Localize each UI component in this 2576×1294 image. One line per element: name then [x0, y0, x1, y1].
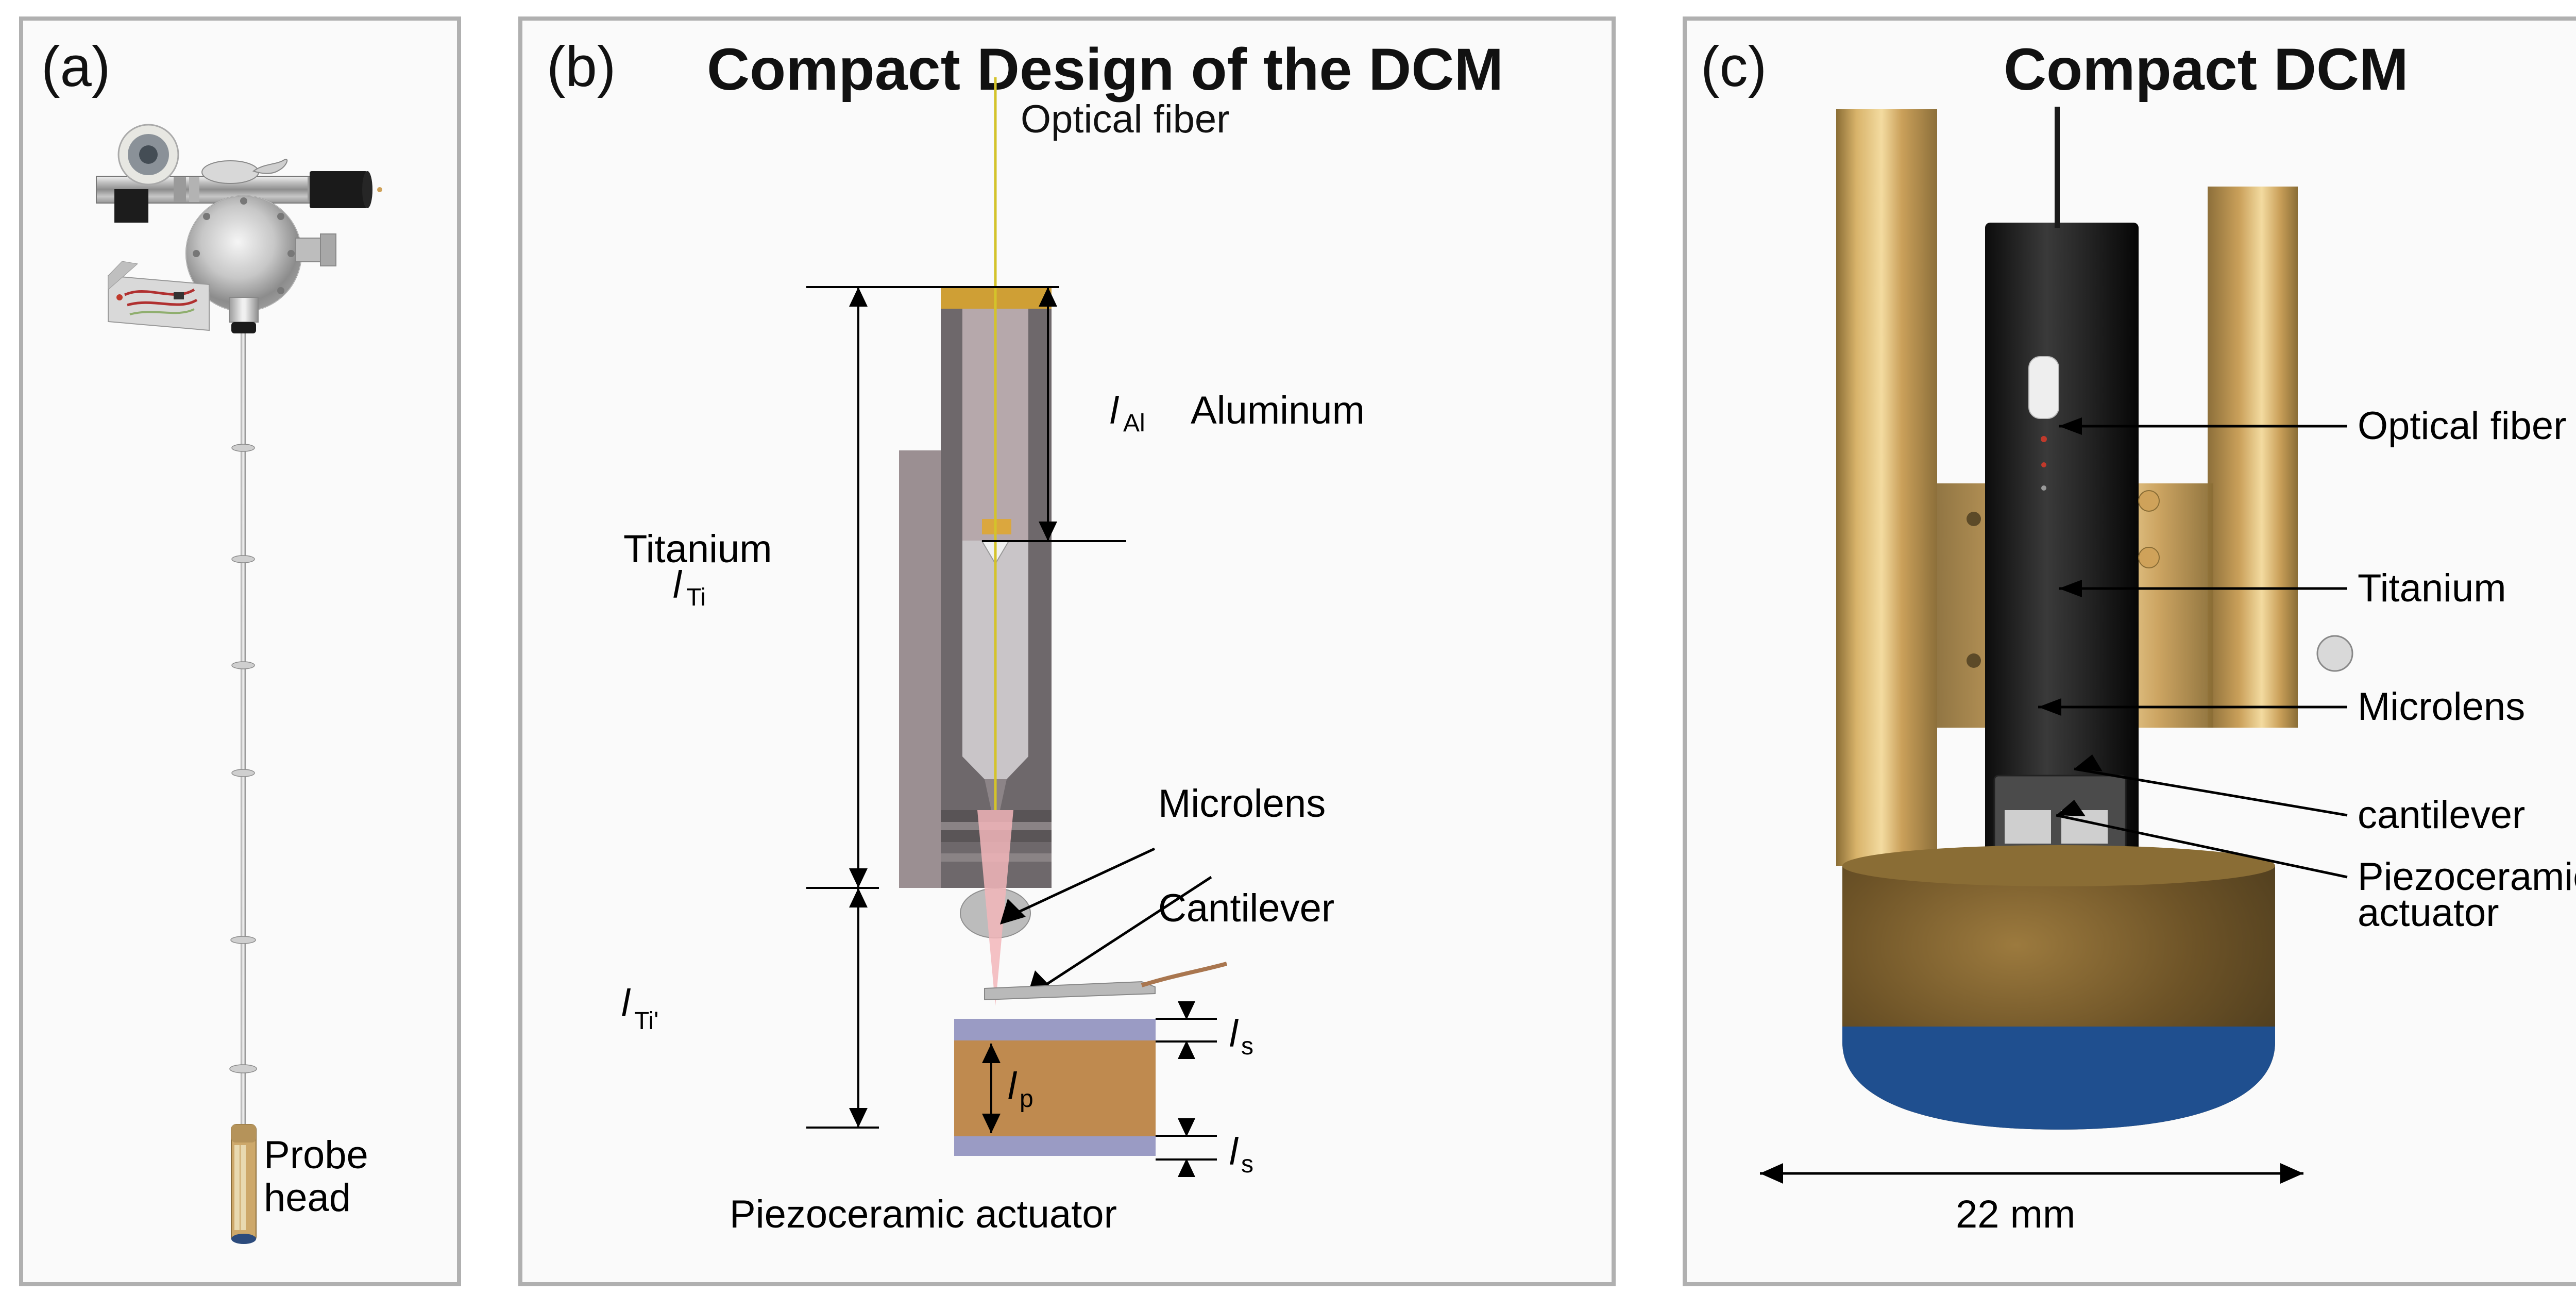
svg-text:Ti': Ti' [634, 1007, 658, 1035]
svg-text:Microlens: Microlens [2358, 685, 2525, 729]
svg-text:Ti: Ti [686, 584, 706, 611]
svg-text:l: l [621, 982, 631, 1024]
svg-text:actuator: actuator [2358, 891, 2499, 935]
svg-text:l: l [1008, 1065, 1018, 1107]
svg-text:Titanium: Titanium [2358, 566, 2506, 610]
svg-text:Titanium: Titanium [623, 527, 772, 571]
svg-text:cantilever: cantilever [2358, 793, 2525, 837]
svg-text:p: p [1020, 1085, 1033, 1113]
svg-text:l: l [1229, 1012, 1239, 1055]
svg-text:Microlens: Microlens [1158, 782, 1326, 826]
svg-text:Optical fiber: Optical fiber [1021, 97, 1230, 141]
svg-text:Piezoceramic actuator: Piezoceramic actuator [730, 1192, 1117, 1236]
svg-text:head: head [264, 1176, 351, 1220]
svg-text:s: s [1241, 1151, 1253, 1178]
svg-text:l: l [1110, 389, 1120, 432]
svg-text:22 mm: 22 mm [1956, 1192, 2075, 1236]
svg-text:l: l [673, 563, 683, 606]
svg-text:s: s [1241, 1033, 1253, 1060]
svg-text:Aluminum: Aluminum [1191, 389, 1365, 432]
svg-text:Cantilever: Cantilever [1158, 886, 1334, 930]
svg-text:Al: Al [1123, 410, 1145, 437]
svg-text:Optical fiber: Optical fiber [2358, 404, 2567, 448]
svg-text:l: l [1229, 1130, 1239, 1173]
svg-text:Probe: Probe [264, 1133, 368, 1177]
